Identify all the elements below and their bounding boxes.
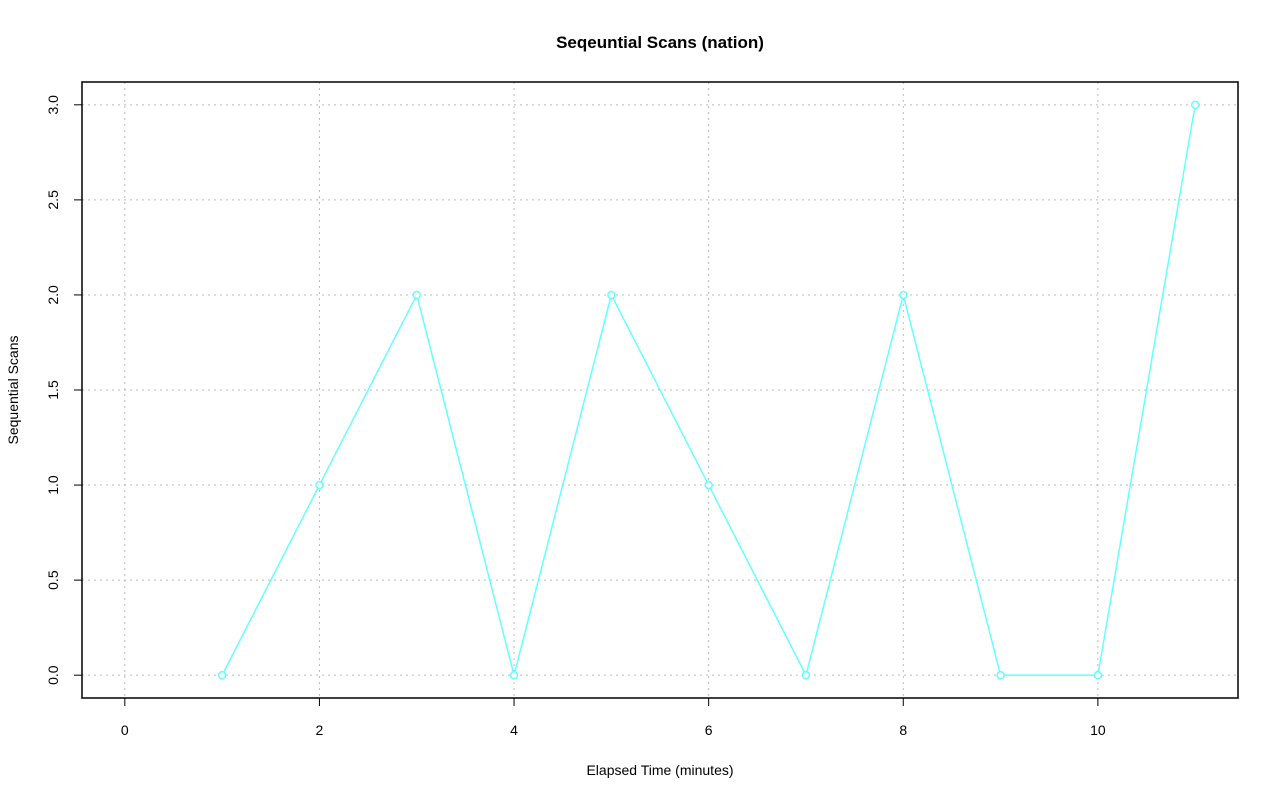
chart-title: Seqeuntial Scans (nation) <box>556 33 764 52</box>
y-tick-label: 0.0 <box>45 665 61 685</box>
data-point <box>315 480 324 490</box>
data-point <box>509 670 519 680</box>
y-tick-label: 2.0 <box>45 285 61 305</box>
data-point <box>1190 100 1200 110</box>
y-tick-label: 1.5 <box>45 380 61 400</box>
data-point <box>704 480 713 490</box>
data-point <box>899 290 908 300</box>
data-point <box>412 290 421 300</box>
data-point <box>607 290 616 300</box>
x-tick-label: 2 <box>316 722 324 738</box>
x-tick-label: 6 <box>705 722 713 738</box>
x-tick-label: 10 <box>1090 722 1106 738</box>
x-tick-label: 8 <box>899 722 907 738</box>
data-point <box>996 670 1005 680</box>
y-tick-label: 2.5 <box>45 190 61 210</box>
x-axis-label: Elapsed Time (minutes) <box>586 762 733 778</box>
x-tick-label: 4 <box>510 722 518 738</box>
data-point <box>217 670 227 680</box>
y-tick-label: 1.0 <box>45 475 61 495</box>
y-tick-label: 3.0 <box>45 95 61 115</box>
data-point <box>1093 670 1103 680</box>
data-point <box>801 670 811 680</box>
x-tick-label: 0 <box>121 722 129 738</box>
y-axis-label: Sequential Scans <box>5 336 21 445</box>
y-tick-label: 0.5 <box>45 570 61 590</box>
plot-frame <box>81 81 1239 699</box>
